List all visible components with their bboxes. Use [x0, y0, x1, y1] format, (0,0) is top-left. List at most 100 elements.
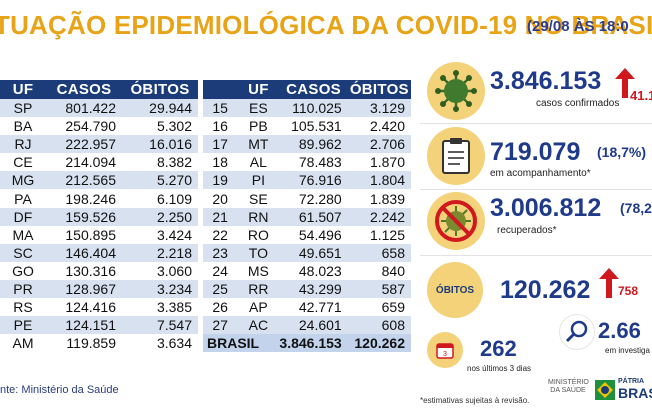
- cell-casos: 72.280: [279, 189, 348, 208]
- monitoring-pct: (18,7%): [597, 144, 647, 160]
- virus-icon: [427, 62, 485, 120]
- investigation-value: 2.66: [598, 318, 641, 343]
- col-rank-header: [203, 80, 238, 99]
- page-title: TUAÇÃO EPIDEMIOLÓGICA DA COVID-19 NO BRA…: [0, 10, 652, 40]
- cell-casos: 254.790: [46, 117, 122, 136]
- cell-rank: 26: [203, 298, 238, 317]
- cell-rank: 22: [203, 225, 238, 244]
- table-row: 15 ES 110.025 3.129: [203, 99, 411, 118]
- total-casos: 3.846.153: [279, 334, 348, 353]
- svg-text:3: 3: [443, 351, 447, 358]
- cell-obitos: 2.218: [122, 243, 198, 262]
- source-note: nte: Ministério da Saúde: [0, 384, 119, 396]
- cell-casos: 146.404: [46, 243, 122, 262]
- deaths-delta: 758: [618, 284, 639, 298]
- cell-casos: 76.916: [279, 171, 348, 190]
- cell-uf: SC: [0, 243, 46, 262]
- cell-casos: 212.565: [46, 171, 122, 190]
- page-date: (29/08 ÀS 18:0: [527, 18, 629, 35]
- ministry-logo-text: MINISTÉRIO DA SAÚDE: [548, 379, 589, 394]
- cell-obitos: 659: [347, 298, 411, 317]
- table-row: 27 AC 24.601 608: [203, 316, 411, 335]
- cell-uf: RN: [237, 207, 280, 226]
- patria-line1: PÁTRIA: [618, 378, 645, 385]
- deaths-badge: ÓBITOS: [427, 262, 483, 318]
- cell-rank: 19: [203, 171, 238, 190]
- table-row: MA 150.895 3.424: [0, 225, 198, 244]
- cell-obitos: 2.242: [347, 207, 411, 226]
- recent-value: 262: [480, 336, 517, 361]
- col-casos-header: CASOS: [46, 80, 122, 99]
- cell-uf: RJ: [0, 135, 46, 154]
- cell-uf: MS: [237, 261, 280, 280]
- table-row: 25 RR 43.299 587: [203, 279, 411, 299]
- cell-obitos: 16.016: [122, 135, 198, 154]
- cell-obitos: 3.424: [122, 225, 198, 244]
- cell-rank: 27: [203, 316, 238, 335]
- cell-rank: 21: [203, 207, 238, 226]
- cell-obitos: 3.634: [122, 334, 198, 353]
- table-row: BA 254.790 5.302: [0, 117, 198, 136]
- table-row: AM 119.859 3.634: [0, 334, 198, 353]
- confirmed-value: 3.846.153: [490, 67, 602, 95]
- cell-obitos: 3.129: [347, 99, 411, 118]
- cell-obitos: 3.385: [122, 298, 198, 317]
- cell-obitos: 608: [347, 316, 411, 335]
- states-table-left: UF CASOS ÓBITOS SP 801.422 29.944 BA 254.790…: [0, 80, 198, 353]
- table-row: PE 124.151 7.547: [0, 316, 198, 335]
- cell-obitos: 2.706: [347, 135, 411, 154]
- cell-rank: 20: [203, 189, 238, 208]
- up-arrow-icon: [615, 68, 635, 98]
- col-uf-header: UF: [237, 80, 280, 99]
- cell-uf: AP: [237, 298, 280, 317]
- cell-uf: PI: [237, 171, 280, 190]
- cell-obitos: 3.234: [122, 279, 198, 299]
- cell-uf: DF: [0, 207, 46, 226]
- recent-label: nos últimos 3 dias: [467, 364, 532, 373]
- cell-rank: 18: [203, 153, 238, 172]
- cell-obitos: 3.060: [122, 261, 198, 280]
- recovered-value: 3.006.812: [490, 194, 602, 222]
- cell-uf: SP: [0, 99, 46, 118]
- cell-casos: 48.023: [279, 261, 348, 280]
- cell-uf: CE: [0, 153, 46, 172]
- cell-casos: 124.151: [46, 316, 122, 335]
- cell-obitos: 587: [347, 279, 411, 299]
- cell-obitos: 6.109: [122, 189, 198, 208]
- cell-casos: 150.895: [46, 225, 122, 244]
- table-row: 20 SE 72.280 1.839: [203, 189, 411, 208]
- cell-uf: PA: [0, 189, 46, 208]
- revision-note: *estimativas sujeitas à revisão.: [420, 396, 530, 405]
- cell-obitos: 2.250: [122, 207, 198, 226]
- recovered-pct: (78,2: [620, 200, 652, 216]
- col-uf-header: UF: [0, 80, 46, 99]
- cell-casos: 801.422: [46, 99, 122, 118]
- cell-uf: GO: [0, 261, 46, 280]
- table-row: 19 PI 76.916 1.804: [203, 171, 411, 190]
- col-obitos-header: ÓBITOS: [347, 80, 411, 99]
- cell-uf: ES: [237, 99, 280, 118]
- table-row: 16 PB 105.531 2.420: [203, 117, 411, 136]
- cell-obitos: 5.302: [122, 117, 198, 136]
- clipboard-icon: [427, 127, 485, 185]
- divider: [420, 255, 652, 256]
- cell-rank: 16: [203, 117, 238, 136]
- cell-uf: SE: [237, 189, 280, 208]
- states-table-right: UF CASOS ÓBITOS 15 ES 110.025 3.129 16 PB 105.…: [203, 80, 411, 353]
- cell-uf: PB: [237, 117, 280, 136]
- virus-crossed-icon: [427, 192, 485, 250]
- cell-uf: AM: [0, 334, 46, 353]
- cell-casos: 110.025: [279, 99, 348, 118]
- cell-casos: 124.416: [46, 298, 122, 317]
- up-arrow-icon: [599, 268, 619, 298]
- table-row: SC 146.404 2.218: [0, 243, 198, 262]
- cell-uf: TO: [237, 243, 280, 262]
- table-row: 17 MT 89.962 2.706: [203, 135, 411, 154]
- brazil-flag-icon: [595, 380, 615, 400]
- confirmed-delta: 41.1: [630, 88, 652, 103]
- cell-obitos: 1.804: [347, 171, 411, 190]
- table-row: PR 128.967 3.234: [0, 279, 198, 299]
- cell-casos: 105.531: [279, 117, 348, 136]
- table-row: 26 AP 42.771 659: [203, 298, 411, 317]
- cell-uf: MA: [0, 225, 46, 244]
